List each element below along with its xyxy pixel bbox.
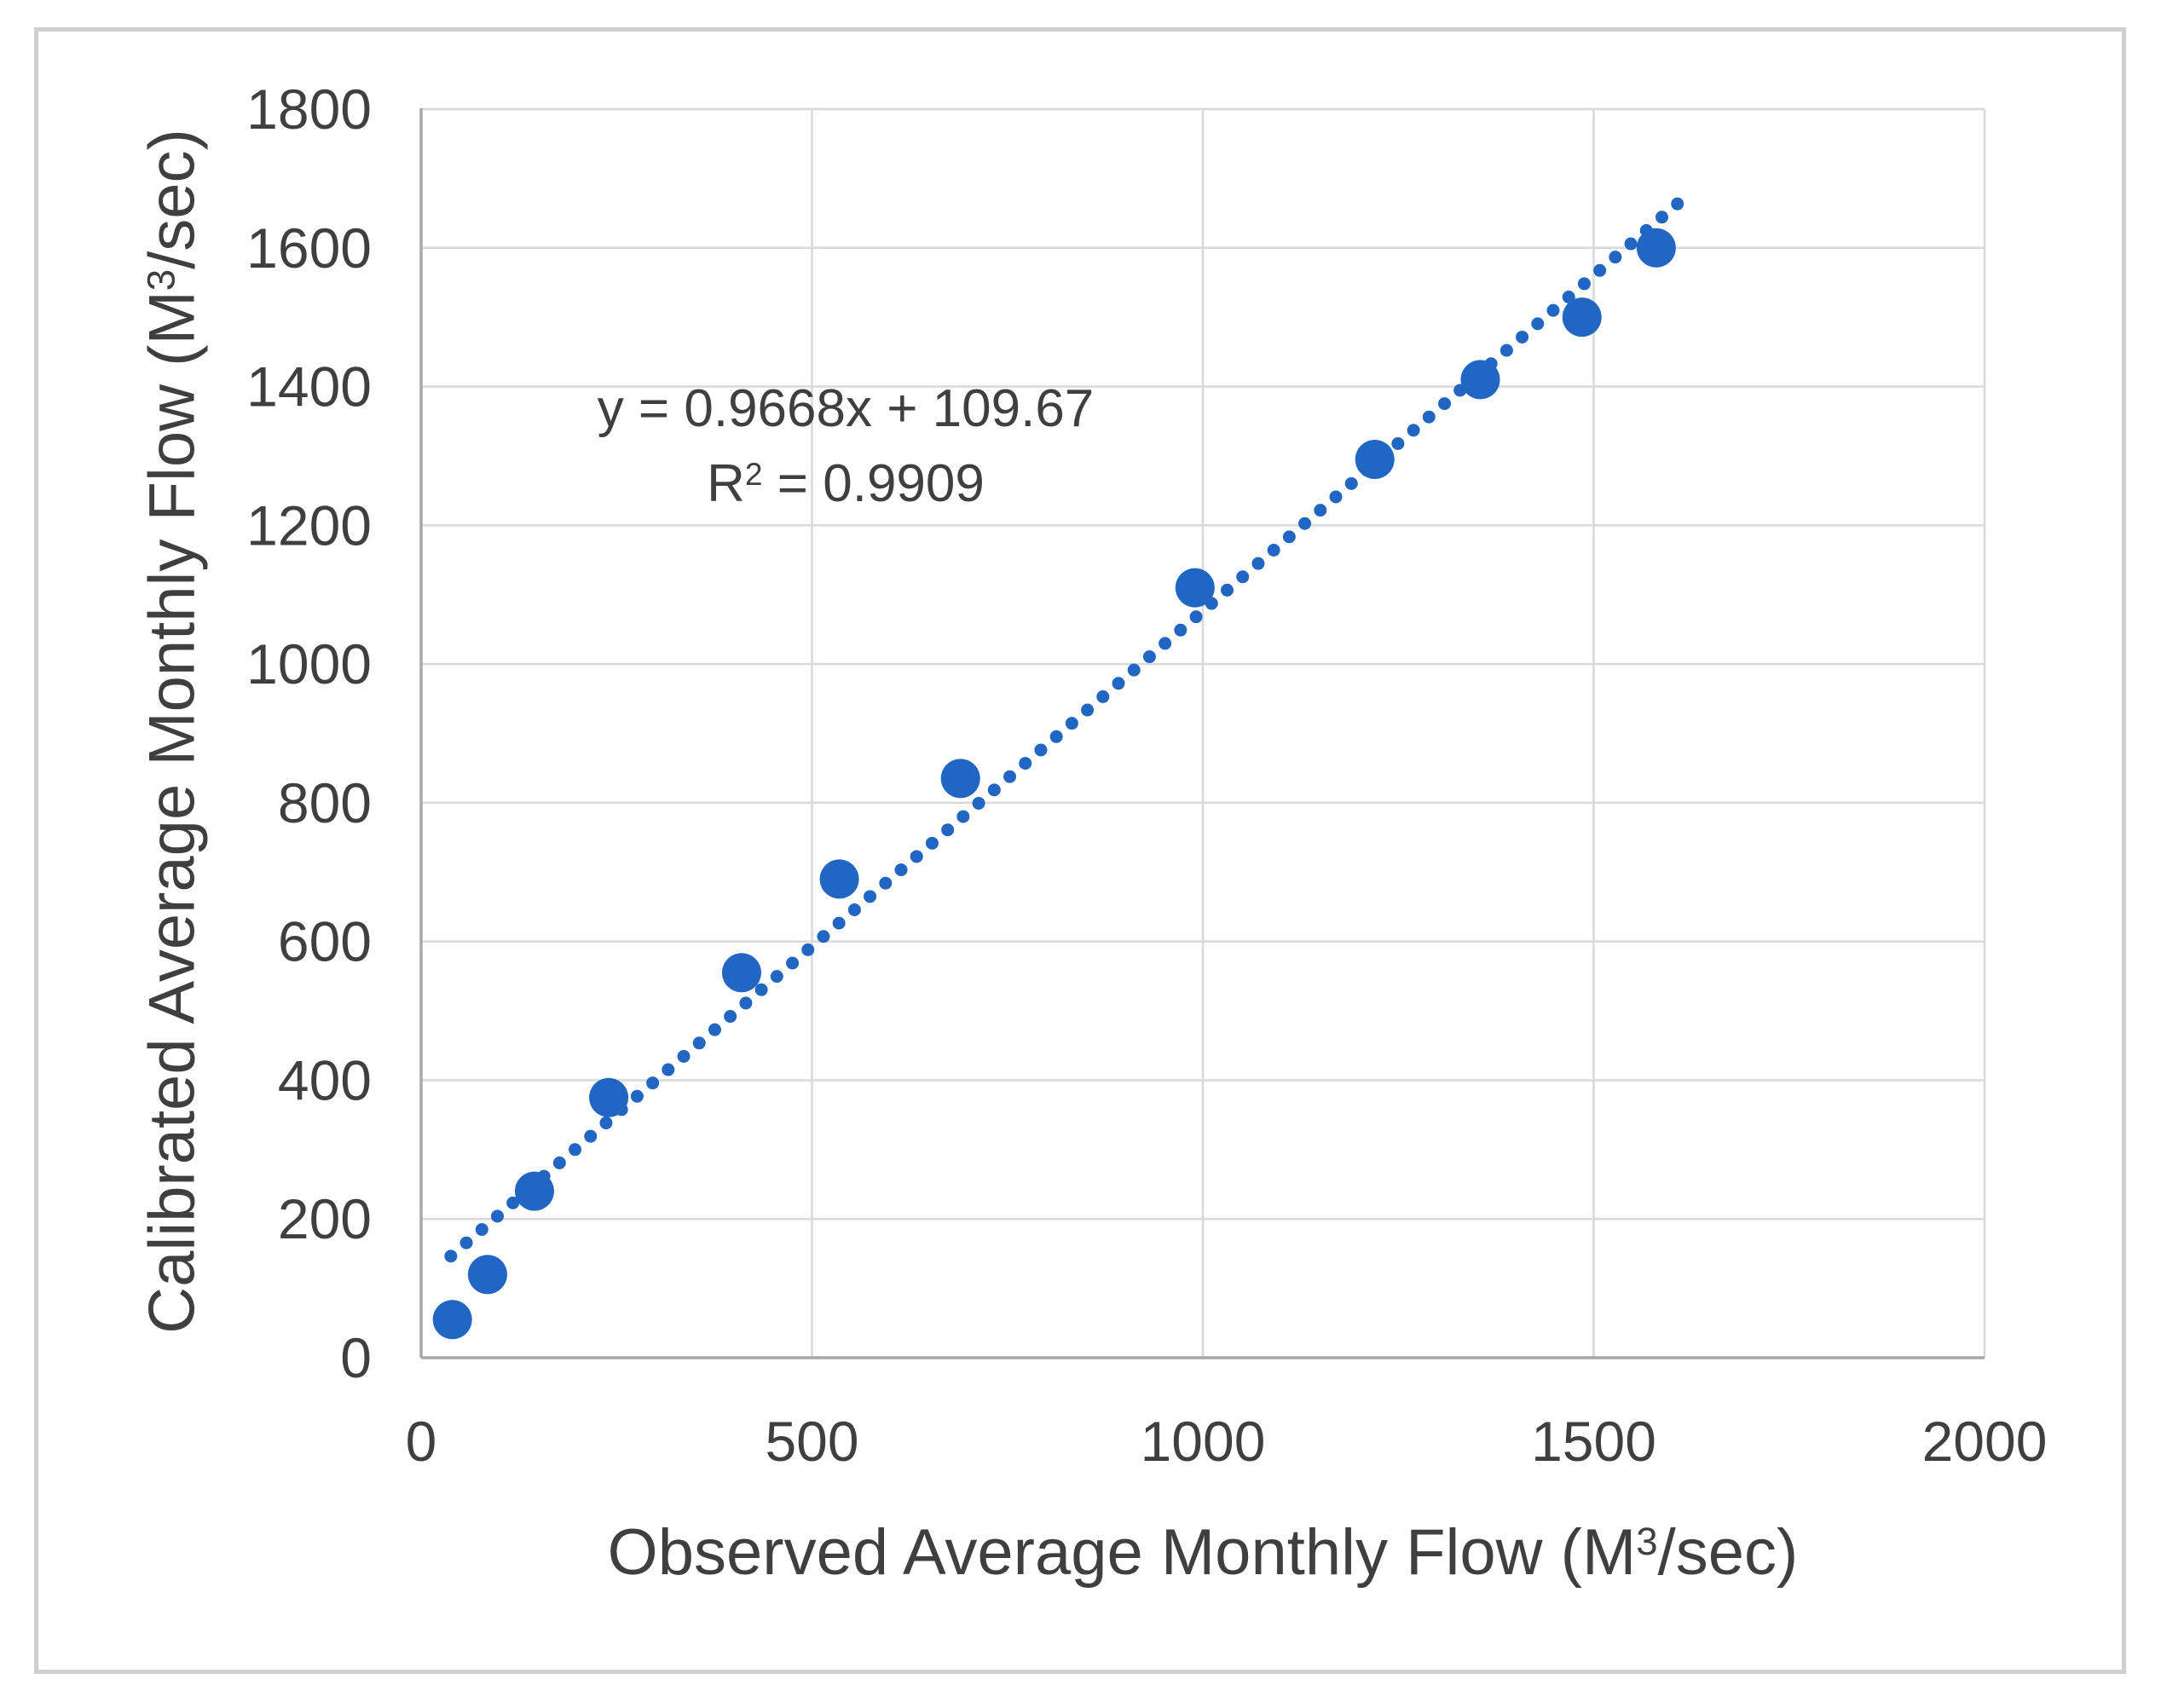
superscript-3: 3	[139, 268, 183, 291]
superscript-3: 3	[1636, 1520, 1658, 1564]
y-tick-label: 1400	[246, 355, 372, 418]
equation-annotation: y = 0.9668x + 109.67 R2 = 0.9909	[598, 372, 1095, 528]
x-tick-label: 1000	[1141, 1410, 1266, 1473]
x-tick-label: 2000	[1922, 1410, 2048, 1473]
data-point	[1355, 440, 1395, 480]
trendline-equation: y = 0.9668x + 109.67	[597, 379, 1095, 438]
y-tick-label: 600	[278, 910, 372, 973]
data-point	[1636, 228, 1676, 268]
data-point	[940, 759, 980, 799]
y-axis-title: Calibrated Average Monthly Flow (M3/sec)	[136, 129, 209, 1334]
trendline	[444, 193, 1688, 1263]
data-point	[1562, 297, 1602, 338]
r-squared-label: R2 = 0.9909	[707, 454, 985, 513]
y-tick-label: 1600	[246, 216, 372, 280]
y-tick-label: 200	[278, 1187, 372, 1250]
x-tick-label: 500	[765, 1410, 858, 1473]
data-point	[467, 1255, 507, 1295]
data-point	[1175, 568, 1215, 608]
y-tick-label: 400	[278, 1048, 372, 1111]
figure-border	[34, 27, 2126, 1674]
y-tick-label: 1200	[246, 493, 372, 557]
x-tick-label: 0	[406, 1410, 437, 1473]
x-axis-title: Observed Average Monthly Flow (M3/sec)	[607, 1516, 1799, 1589]
data-point	[819, 859, 859, 899]
data-point	[1460, 360, 1500, 400]
y-tick-label: 1800	[246, 78, 372, 141]
data-point	[514, 1171, 554, 1211]
data-point	[432, 1300, 472, 1340]
data-point	[589, 1077, 629, 1117]
y-tick-label: 800	[278, 771, 372, 834]
x-tick-label: 1500	[1531, 1410, 1656, 1473]
y-tick-label: 1000	[246, 632, 372, 695]
y-tick-label: 0	[340, 1326, 372, 1389]
superscript-2: 2	[744, 456, 763, 493]
data-point	[721, 953, 761, 993]
